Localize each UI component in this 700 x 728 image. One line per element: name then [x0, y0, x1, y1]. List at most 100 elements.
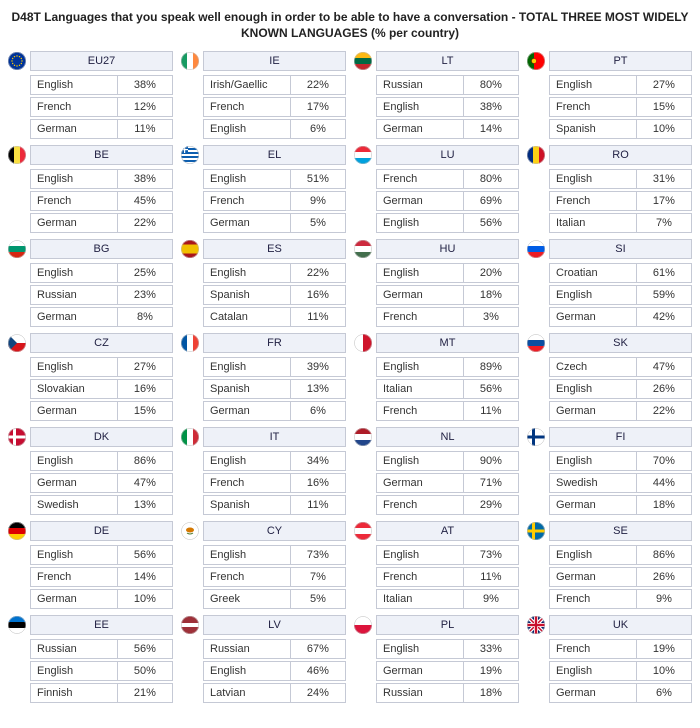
- language-row: English56%: [376, 213, 519, 233]
- country-block: ROEnglish31%French17%Italian7%: [527, 145, 692, 233]
- language-pct: 56%: [118, 639, 173, 659]
- language-pct: 31%: [637, 169, 692, 189]
- country-code: CZ: [30, 333, 173, 353]
- language-pct: 45%: [118, 191, 173, 211]
- country-code: SI: [549, 239, 692, 259]
- language-name: German: [376, 285, 464, 305]
- language-name: English: [30, 545, 118, 565]
- language-pct: 47%: [637, 357, 692, 377]
- language-pct: 29%: [464, 495, 519, 515]
- language-pct: 23%: [118, 285, 173, 305]
- country-code: DK: [30, 427, 173, 447]
- language-pct: 14%: [464, 119, 519, 139]
- flag-icon: [8, 52, 26, 70]
- language-pct: 24%: [291, 683, 346, 703]
- language-row: Russian23%: [30, 285, 173, 305]
- language-name: French: [203, 567, 291, 587]
- language-row: French14%: [30, 567, 173, 587]
- language-name: German: [203, 213, 291, 233]
- language-name: German: [376, 191, 464, 211]
- flag-icon: [8, 522, 26, 540]
- language-pct: 11%: [118, 119, 173, 139]
- language-row: German6%: [549, 683, 692, 703]
- language-name: English: [376, 545, 464, 565]
- language-row: Spanish10%: [549, 119, 692, 139]
- language-name: English: [203, 263, 291, 283]
- language-row: Russian56%: [30, 639, 173, 659]
- country-code: RO: [549, 145, 692, 165]
- language-name: Russian: [30, 639, 118, 659]
- language-pct: 38%: [464, 97, 519, 117]
- language-row: French17%: [549, 191, 692, 211]
- country-block: SICroatian61%English59%German42%: [527, 239, 692, 327]
- language-name: English: [549, 285, 637, 305]
- language-name: French: [376, 567, 464, 587]
- language-pct: 9%: [464, 589, 519, 609]
- country-code: SE: [549, 521, 692, 541]
- language-name: French: [549, 97, 637, 117]
- flag-icon: [181, 240, 199, 258]
- language-row: Spanish13%: [203, 379, 346, 399]
- country-code: HU: [376, 239, 519, 259]
- language-name: English: [203, 661, 291, 681]
- language-name: Spanish: [203, 379, 291, 399]
- language-name: English: [30, 263, 118, 283]
- language-row: French19%: [549, 639, 692, 659]
- country-code: SK: [549, 333, 692, 353]
- language-pct: 80%: [464, 169, 519, 189]
- language-pct: 11%: [464, 401, 519, 421]
- language-pct: 22%: [291, 75, 346, 95]
- flag-icon: [527, 146, 545, 164]
- language-name: German: [30, 307, 118, 327]
- country-block: LTRussian80%English38%German14%: [354, 51, 519, 139]
- language-row: German10%: [30, 589, 173, 609]
- language-name: German: [549, 683, 637, 703]
- flag-icon: [8, 616, 26, 634]
- flag-icon: [527, 240, 545, 258]
- language-pct: 12%: [118, 97, 173, 117]
- language-row: Finnish21%: [30, 683, 173, 703]
- language-pct: 18%: [637, 495, 692, 515]
- language-pct: 69%: [464, 191, 519, 211]
- language-pct: 73%: [291, 545, 346, 565]
- flag-icon: [8, 334, 26, 352]
- language-pct: 5%: [291, 589, 346, 609]
- language-name: French: [203, 473, 291, 493]
- flag-icon: [354, 240, 372, 258]
- language-name: English: [376, 639, 464, 659]
- language-row: Latvian24%: [203, 683, 346, 703]
- language-name: French: [549, 589, 637, 609]
- language-row: English86%: [549, 545, 692, 565]
- flag-icon: [354, 52, 372, 70]
- language-row: French16%: [203, 473, 346, 493]
- language-pct: 3%: [464, 307, 519, 327]
- language-name: Russian: [30, 285, 118, 305]
- language-row: English73%: [203, 545, 346, 565]
- country-block: NLEnglish90%German71%French29%: [354, 427, 519, 515]
- country-code: EL: [203, 145, 346, 165]
- language-row: Spanish11%: [203, 495, 346, 515]
- language-row: French29%: [376, 495, 519, 515]
- language-pct: 15%: [637, 97, 692, 117]
- country-code: DE: [30, 521, 173, 541]
- language-pct: 39%: [291, 357, 346, 377]
- language-row: English26%: [549, 379, 692, 399]
- country-block: ATEnglish73%French11%Italian9%: [354, 521, 519, 609]
- language-row: German18%: [376, 285, 519, 305]
- language-name: English: [376, 357, 464, 377]
- country-block: SKCzech47%English26%German22%: [527, 333, 692, 421]
- language-pct: 42%: [637, 307, 692, 327]
- language-pct: 18%: [464, 285, 519, 305]
- country-code: BE: [30, 145, 173, 165]
- country-code: LT: [376, 51, 519, 71]
- flag-icon: [181, 522, 199, 540]
- language-pct: 14%: [118, 567, 173, 587]
- language-name: Spanish: [203, 495, 291, 515]
- language-name: Spanish: [203, 285, 291, 305]
- language-name: Russian: [376, 683, 464, 703]
- language-row: French11%: [376, 567, 519, 587]
- country-block: LVRussian67%English46%Latvian24%: [181, 615, 346, 703]
- language-pct: 26%: [637, 567, 692, 587]
- language-pct: 50%: [118, 661, 173, 681]
- flag-icon: [527, 616, 545, 634]
